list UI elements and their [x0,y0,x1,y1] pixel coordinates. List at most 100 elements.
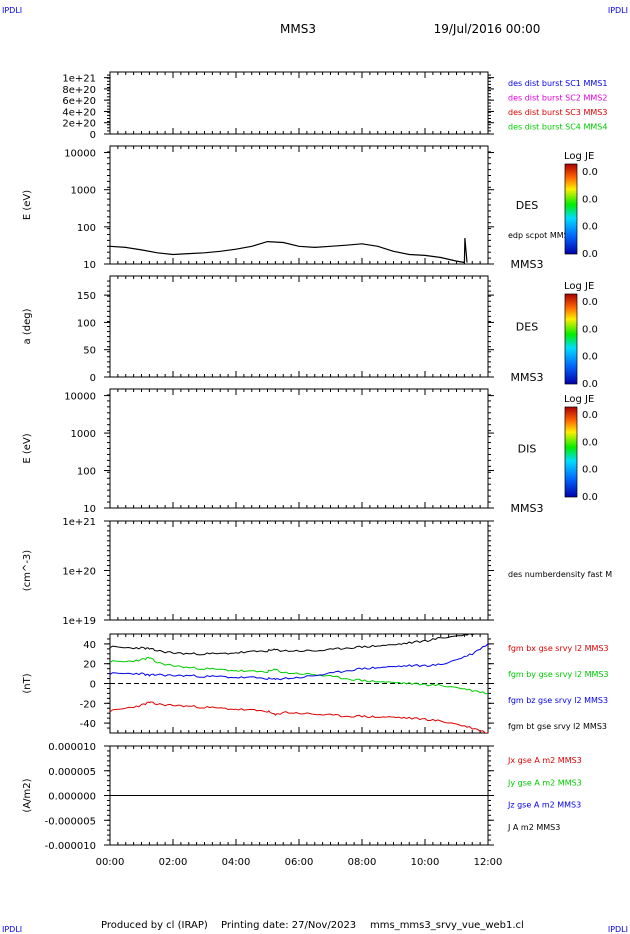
y-tick-label: 150 [77,291,96,302]
y-tick-label: 40 [83,640,96,651]
colorbar-tick-label: 0.0 [582,465,598,476]
y-tick-label: 50 [83,346,96,357]
colorbar [564,163,578,255]
colorbar-tick-label: 0.0 [582,437,598,448]
legend-entry: fgm bx gse srvy l2 MMS3 [508,644,609,653]
colorbar [564,293,578,385]
y-axis-label: E (eV) [22,433,33,463]
y-axis-label: E (eV) [22,190,33,220]
panel-frame [109,520,489,621]
instrument-label: DES [516,321,538,334]
y-tick-label: -40 [80,719,96,730]
spacecraft-label: MMS3 [511,502,544,515]
legend-entry: Jz gse A m2 MMS3 [507,801,581,810]
legend-entry: Jy gse A m2 MMS3 [507,778,582,787]
y-tick-label: -0.000010 [45,841,96,852]
spacecraft-label: MMS3 [511,371,544,384]
y-tick-label: 100 [77,467,96,478]
x-tick-label: 06:00 [285,857,314,868]
y-tick-label: 4e+20 [62,107,96,118]
y-tick-label: 0.000005 [48,767,96,778]
y-tick-label: 0 [90,373,96,384]
y-tick-label: 1000 [71,429,96,440]
y-tick-label: 10 [83,504,96,515]
y-tick-label: 0.000000 [48,792,96,803]
y-tick-label: 2e+20 [62,119,96,130]
panel-p6: 40 20 0 -20 -40 (nT) fgm bx gse srvy l2 MMS3 fg… [22,633,609,734]
panel-frame [109,275,489,378]
panel-frame [109,71,489,135]
x-tick-label: 08:00 [348,857,377,868]
colorbar-title: Log JE [564,151,594,162]
y-tick-label: 0.000010 [48,742,96,753]
x-tick-label: 12:00 [474,857,503,868]
y-tick-label: 1e+21 [62,517,96,528]
overlay-line [109,237,468,264]
spacecraft-title: MMS3 [280,22,316,36]
corner-label-top-right: IPDLI [608,6,628,15]
footer-produced-by: Produced by cl (IRAP) [101,920,208,931]
y-axis-label: (cm^-3) [22,550,33,591]
y-tick-label: 1000 [71,186,96,197]
legend-entry: J A m2 MMS3 [507,823,560,832]
corner-label-bottom-right: IPDLI [608,925,628,934]
x-tick-label: 02:00 [159,857,188,868]
y-axis-label: a (deg) [22,308,33,344]
x-tick-label: 04:00 [222,857,251,868]
panel-p2: 10000 1000 100 10 E (eV) DES MMS3 edp scpot MMS… [22,145,598,271]
footer-template-name: mms_mms3_srvy_vue_web1.cl [370,920,524,931]
y-tick-label: 10 [83,260,96,271]
series-line [110,643,488,681]
corner-label-top-left: IPDLI [2,6,22,15]
y-tick-label: 100 [77,223,96,234]
colorbar-tick-label: 0.0 [582,352,598,363]
y-tick-label: -20 [80,699,96,710]
y-tick-label: 1e+20 [62,567,96,578]
overlay-label: edp scpot MMS3 [508,231,574,240]
colorbar-tick-label: 0.0 [582,379,598,390]
spacecraft-label: MMS3 [511,258,544,271]
y-tick-label: 10000 [64,392,96,403]
legend-entry: fgm by gse srvy l2 MMS3 [508,670,609,679]
colorbar-tick-label: 0.0 [582,297,598,308]
x-tick-label: 00:00 [96,857,125,868]
panel-p5: 1e+21 1e+20 1e+19 (cm^-3) des numberdensity … [22,517,612,627]
legend-entry: fgm bz gse srvy l2 MMS3 [508,696,608,705]
y-tick-label: 8e+20 [62,85,96,96]
legend-entry: des dist burst SC1 MMS1 [508,79,607,88]
y-tick-label: 1e+21 [62,74,96,85]
legend-entry: fgm bt gse srvy l2 MMS3 [508,722,607,731]
colorbar-tick-label: 0.0 [582,194,598,205]
y-tick-label: 0 [90,130,96,141]
colorbar-tick-label: 0.0 [582,249,598,260]
instrument-label: DES [516,199,538,212]
legend-entry: des numberdensity fast M [508,570,612,579]
y-tick-label: 20 [83,660,96,671]
colorbar-tick-label: 0.0 [582,324,598,335]
corner-label-bottom-left: IPDLI [2,925,22,934]
legend-entry: Jx gse A m2 MMS3 [507,756,582,765]
legend-entry: des dist burst SC2 MMS2 [508,94,607,103]
datetime-title: 19/Jul/2016 00:00 [434,22,541,36]
panel-p7: 0.000010 0.000005 0.000000 -0.000005 -0.0000… [22,742,582,868]
colorbar-title: Log JE [564,394,594,405]
colorbar-tick-label: 0.0 [582,492,598,503]
colorbar-tick-label: 0.0 [582,167,598,178]
y-tick-label: 1e+19 [62,616,96,627]
y-tick-label: 10000 [64,149,96,160]
legend-entry: des dist burst SC4 MMS4 [508,123,607,132]
panel-p3: 150 100 50 0 a (deg) DES MMS3 Log JE 0.0 0.0 0.0 0.… [22,275,598,390]
y-tick-label: 6e+20 [62,96,96,107]
y-tick-label: 100 [77,318,96,329]
colorbar-tick-label: 0.0 [582,222,598,233]
x-tick-label: 10:00 [411,857,440,868]
instrument-label: DIS [518,443,537,456]
colorbar [564,406,578,498]
footer-printing-date: Printing date: 27/Nov/2023 [221,920,356,931]
series-line [110,634,481,656]
series-line [110,656,488,695]
series-line [110,701,488,733]
y-tick-label: -0.000005 [45,816,96,827]
legend-entry: des dist burst SC3 MMS3 [508,108,607,117]
